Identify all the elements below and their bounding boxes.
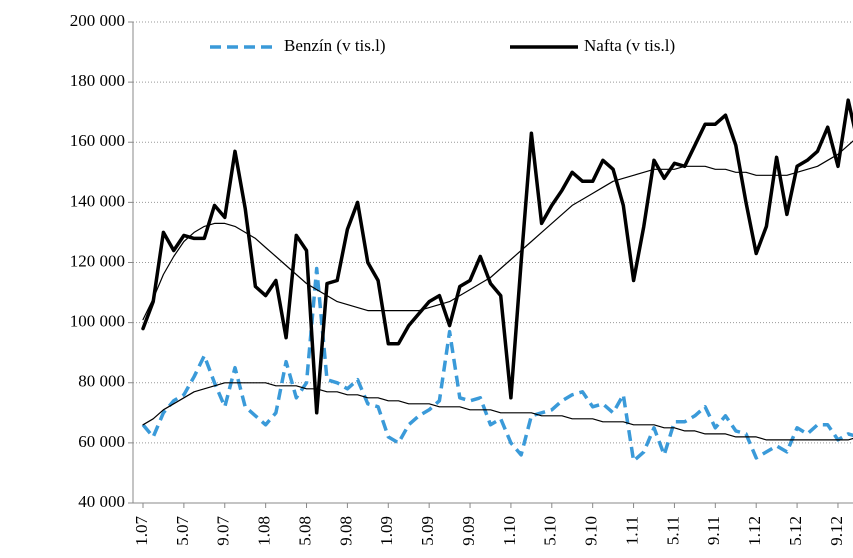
x-tick-label: 1.08 [255, 516, 274, 546]
y-tick-label: 100 000 [70, 312, 125, 331]
y-tick-label: 160 000 [70, 131, 125, 150]
x-tick-label: 1.12 [745, 516, 764, 546]
plot-area [141, 98, 853, 463]
y-tick-label: 200 000 [70, 11, 125, 30]
x-tick-label: 1.09 [377, 516, 396, 546]
x-tick-label: 5.08 [295, 516, 314, 546]
x-tick-label: 5.07 [173, 516, 192, 546]
legend: Benzín (v tis.l) Nafta (v tis.l) [210, 36, 675, 55]
x-tick-label: 5.12 [786, 516, 805, 546]
x-tick-label: 9.07 [214, 516, 233, 546]
legend-label: Benzín (v tis.l) [284, 36, 386, 55]
y-tick-label: 80 000 [78, 372, 125, 391]
x-tick-label: 9.12 [827, 516, 846, 546]
x-tick-label: 9.08 [336, 516, 355, 546]
x-tick-label: 5.10 [541, 516, 560, 546]
y-tick-label: 180 000 [70, 71, 125, 90]
x-tick-label: 9.09 [459, 516, 478, 546]
series-line [142, 140, 853, 321]
x-tick-label: 9.11 [704, 516, 723, 545]
x-tick-label: 9.10 [582, 516, 601, 546]
grid [133, 21, 853, 444]
x-tick-label: 5.09 [418, 516, 437, 546]
x-tick-label: 1.11 [622, 516, 641, 545]
x-tick-label: 1.10 [500, 516, 519, 546]
legend-label: Nafta (v tis.l) [584, 36, 675, 55]
x-tick-label: 1.07 [132, 516, 151, 546]
y-tick-label: 140 000 [70, 191, 125, 210]
x-tick-label: 5.11 [663, 516, 682, 545]
series-line [142, 382, 853, 441]
axes: 40 000 60 000 80 000 100 000 120 000 140 000 1… [70, 11, 853, 546]
series-line [141, 98, 853, 415]
y-tick-label: 60 000 [78, 432, 125, 451]
y-tick-label: 120 000 [70, 251, 125, 270]
y-tick-label: 40 000 [78, 492, 125, 511]
series-line [141, 266, 853, 463]
